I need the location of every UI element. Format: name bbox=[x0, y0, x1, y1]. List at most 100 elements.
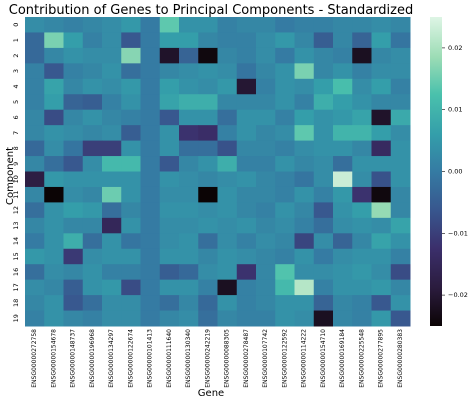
heatmap-cell bbox=[102, 78, 122, 95]
heatmap-cell bbox=[159, 94, 180, 111]
heatmap-cell bbox=[25, 233, 45, 250]
heatmap-cell bbox=[102, 63, 122, 80]
heatmap-cell bbox=[121, 264, 141, 281]
heatmap-cell bbox=[140, 202, 161, 219]
heatmap-cell bbox=[371, 156, 392, 172]
heatmap-cell bbox=[275, 47, 295, 64]
x-tick-label: ENSG00000225548 bbox=[358, 329, 365, 388]
x-tick-labels: ENSG00000272758 ENSG00000154678 ENSG000001… bbox=[31, 329, 404, 388]
heatmap-cell bbox=[82, 202, 103, 219]
heatmap-cell bbox=[275, 32, 295, 49]
heatmap-cell bbox=[217, 202, 238, 219]
heatmap-cell bbox=[140, 156, 161, 172]
heatmap-cell bbox=[44, 47, 64, 64]
heatmap-cell bbox=[198, 125, 218, 142]
colorbar-tick-label: 0.01 bbox=[448, 106, 462, 114]
heatmap-cell bbox=[140, 217, 161, 234]
heatmap-cell bbox=[179, 186, 199, 203]
heatmap-cell bbox=[198, 264, 218, 281]
heatmap-cell bbox=[159, 264, 180, 281]
heatmap-cell bbox=[236, 279, 257, 296]
heatmap-cell bbox=[313, 310, 334, 327]
x-tick-label: ENSG00000088305 bbox=[224, 329, 231, 388]
heatmap-cell bbox=[102, 171, 122, 188]
heatmap-cell bbox=[102, 233, 122, 250]
heatmap-cell bbox=[63, 17, 84, 33]
heatmap-cell bbox=[159, 310, 180, 327]
x-tick-label: ENSG00000107742 bbox=[262, 329, 269, 388]
heatmap-cell bbox=[82, 171, 103, 188]
x-tick-label: ENSG00000114222 bbox=[301, 329, 308, 388]
heatmap-cell bbox=[333, 47, 353, 64]
heatmap-cell bbox=[294, 295, 315, 312]
heatmap-cell bbox=[102, 156, 122, 172]
heatmap-cell bbox=[63, 140, 84, 157]
heatmap-cell bbox=[236, 78, 257, 95]
heatmap-cell bbox=[256, 109, 276, 126]
y-tick-label: 6 bbox=[12, 115, 20, 119]
heatmap-cell bbox=[63, 32, 84, 49]
y-tick-label: 11 bbox=[12, 191, 20, 199]
heatmap-cell bbox=[294, 202, 315, 219]
heatmap-cell bbox=[275, 17, 295, 33]
heatmap-cell bbox=[390, 47, 411, 64]
heatmap-cell bbox=[63, 279, 84, 296]
heatmap-cell bbox=[140, 186, 161, 203]
heatmap-cell bbox=[294, 94, 315, 111]
y-tick-label: 3 bbox=[12, 69, 20, 73]
heatmap-cell bbox=[333, 233, 353, 250]
x-tick-label: ENSG00000130340 bbox=[185, 329, 192, 388]
heatmap-cell bbox=[294, 233, 315, 250]
heatmap-cell bbox=[63, 125, 84, 142]
heatmap-cell bbox=[121, 202, 141, 219]
heatmap-cell bbox=[217, 17, 238, 33]
heatmap-cell bbox=[313, 248, 334, 265]
y-tick-label: 9 bbox=[12, 162, 20, 166]
heatmap-cell bbox=[371, 47, 392, 64]
heatmap-cell bbox=[275, 109, 295, 126]
y-tick-label: 10 bbox=[12, 175, 20, 183]
x-axis-label: Gene bbox=[198, 388, 224, 399]
heatmap-cell bbox=[140, 264, 161, 281]
heatmap-cell bbox=[256, 94, 276, 111]
heatmap-cell bbox=[159, 233, 180, 250]
heatmap-cell bbox=[25, 78, 45, 95]
heatmap-cell bbox=[140, 171, 161, 188]
heatmap-cell bbox=[102, 202, 122, 219]
heatmap-cell bbox=[82, 217, 103, 234]
heatmap-cell bbox=[256, 264, 276, 281]
heatmap-cell bbox=[159, 156, 180, 172]
heatmap-cell bbox=[217, 140, 238, 157]
heatmap-cell bbox=[256, 78, 276, 95]
heatmap-cell bbox=[179, 264, 199, 281]
x-tick-label: ENSG00000148737 bbox=[70, 329, 77, 388]
heatmap-cell bbox=[275, 94, 295, 111]
heatmap-cell bbox=[352, 125, 372, 142]
x-tick-label: ENSG00000272758 bbox=[31, 329, 38, 388]
heatmap-cell bbox=[44, 202, 64, 219]
heatmap-cell bbox=[63, 295, 84, 312]
heatmap-cell bbox=[236, 186, 257, 203]
heatmap-cell bbox=[44, 217, 64, 234]
heatmap-cell bbox=[217, 279, 238, 296]
heatmap-cell bbox=[198, 233, 218, 250]
heatmap-cell bbox=[102, 248, 122, 265]
heatmap-cell bbox=[159, 295, 180, 312]
heatmap-cell bbox=[217, 264, 238, 281]
heatmap-cell bbox=[140, 63, 161, 80]
heatmap-cell bbox=[25, 186, 45, 203]
heatmap-cell bbox=[121, 310, 141, 327]
heatmap-cell bbox=[352, 32, 372, 49]
heatmap-cell bbox=[102, 109, 122, 126]
heatmap-cell bbox=[217, 47, 238, 64]
heatmap-cell bbox=[140, 109, 161, 126]
heatmap-cell bbox=[121, 279, 141, 296]
heatmap-cell bbox=[140, 310, 161, 327]
heatmap-cell bbox=[352, 217, 372, 234]
heatmap-cell bbox=[256, 295, 276, 312]
heatmap-cell bbox=[313, 171, 334, 188]
heatmap-cell bbox=[256, 186, 276, 203]
heatmap-cell bbox=[121, 248, 141, 265]
heatmap-cell bbox=[294, 217, 315, 234]
heatmap-cell bbox=[121, 125, 141, 142]
